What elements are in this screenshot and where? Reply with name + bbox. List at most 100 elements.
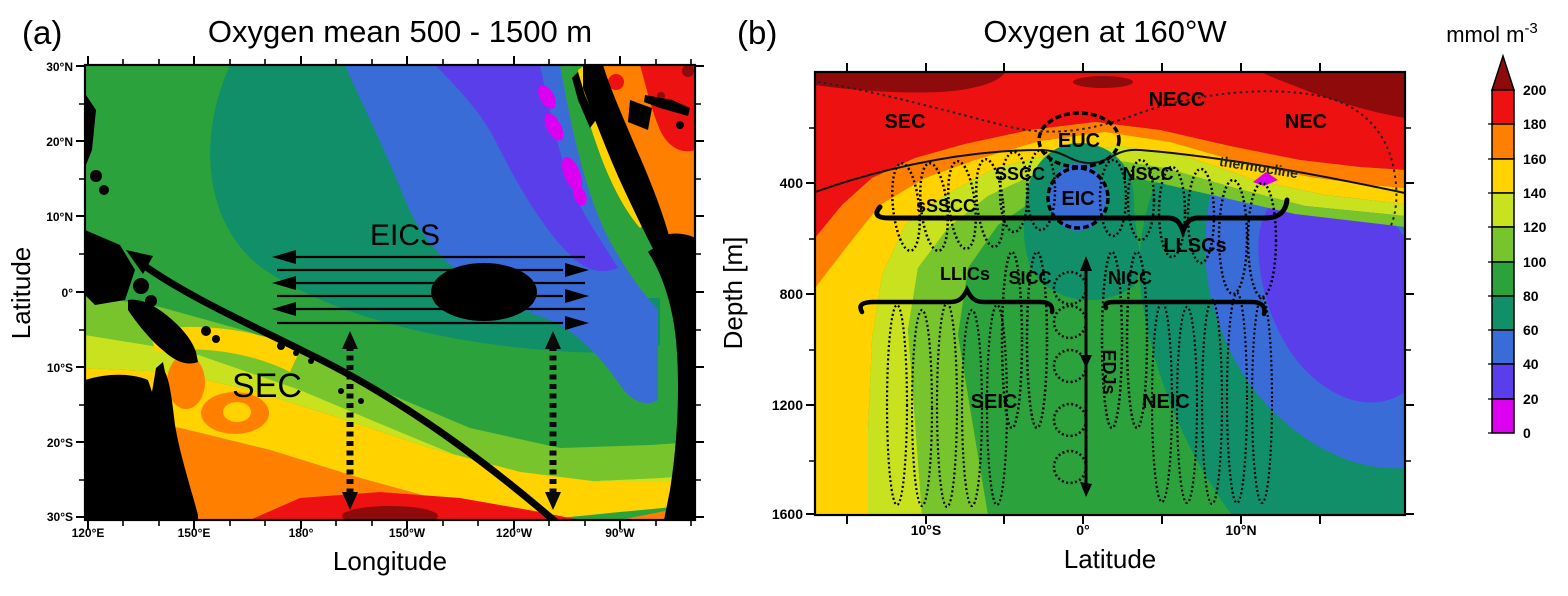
meridional-dashed-arrows <box>346 346 557 495</box>
label-euc: EUC <box>1058 130 1100 152</box>
x-tick-label: 120°W <box>496 526 533 540</box>
x-tick-label: 10°S <box>911 522 942 538</box>
label-llics: LLICs <box>940 264 990 284</box>
label-nec: NEC <box>1285 111 1327 133</box>
upwelling-label: upwelling <box>440 283 528 304</box>
section-band-20-40 <box>1258 190 1405 403</box>
nicc-line <box>1103 299 1267 317</box>
colorbar-tick-label: 80 <box>1523 288 1539 304</box>
contour-band-40-60 <box>345 65 658 404</box>
panel-a-x-tick-labels: 120°E 150°E 180° 150°W 120°W 90°W <box>72 526 636 540</box>
sec-arrowhead <box>126 250 153 274</box>
contour-band-160-180 <box>85 420 695 520</box>
colorbar-overflow-triangle <box>1490 53 1516 91</box>
panel-a-xlabel: Longitude <box>333 546 447 576</box>
panel-b-y-tick-labels: 400 800 1200 1600 <box>772 175 803 522</box>
edjs-jets <box>1052 256 1092 497</box>
upwelling-ellipse <box>431 263 537 321</box>
meridional-dashed-arrowheads <box>342 331 561 510</box>
contour-band-180-200 <box>250 492 580 520</box>
section-band-over-200 <box>815 72 1405 118</box>
colorbar-unit-base: mmol m <box>1446 22 1524 47</box>
panel-a-minor-ticks <box>79 59 701 526</box>
colorbar-tick-label: 180 <box>1523 116 1547 132</box>
panel-a-ylabel: Latitude <box>6 247 36 340</box>
label-nscc: NSCC <box>1122 164 1173 184</box>
panel-b-letter: (b) <box>737 14 777 51</box>
label-ssscc: sSSCC <box>916 196 976 216</box>
panel-b-xlabel: Latitude <box>1064 544 1157 574</box>
panel-b-major-ticks <box>806 63 1414 524</box>
label-neic: NEIC <box>1142 391 1190 413</box>
x-tick-label: 90°W <box>605 526 635 540</box>
y-tick-label: 0° <box>62 286 74 300</box>
colorbar: mmol m-3 200 180 160 140 120 100 80 60 4… <box>1446 20 1546 441</box>
label-llscs: LLSCs <box>1163 235 1226 257</box>
label-sec-b: SEC <box>884 111 925 133</box>
section-magenta-patch <box>1253 172 1278 186</box>
label-sscc: SSCC <box>995 164 1045 184</box>
y-tick-label: 20°S <box>47 436 73 450</box>
x-tick-label: 10°N <box>1225 522 1256 538</box>
contour-band-20-40 <box>435 65 618 272</box>
sec-current-arrow <box>138 260 559 520</box>
panel-a-y-tick-labels: 30°N 20°N 10°N 0° 10°S 20°S 30°S <box>46 60 73 524</box>
llics-brace <box>858 284 1055 315</box>
contour-band-120-140 <box>85 335 695 482</box>
eic-circle <box>1046 166 1110 230</box>
label-sicc: SICC <box>1008 268 1051 288</box>
colorbar-segments <box>1491 89 1515 434</box>
label-eic: EIC <box>1061 188 1094 210</box>
panel-a-title: Oxygen mean 500 - 1500 m <box>208 14 592 49</box>
panel-b-title: Oxygen at 160°W <box>983 14 1227 49</box>
colorbar-tick-label: 20 <box>1523 391 1539 407</box>
contour-band-over-200 <box>342 506 438 520</box>
y-tick-label: 30°N <box>46 60 73 74</box>
x-tick-label: 150°E <box>178 526 211 540</box>
colorbar-tick-label: 160 <box>1523 151 1547 167</box>
colorbar-ticks <box>1488 123 1492 434</box>
label-edjs: EDJs <box>1099 349 1119 394</box>
eics-label: EICS <box>370 219 440 252</box>
label-necc: NECC <box>1149 89 1206 111</box>
y-tick-label: 1600 <box>772 506 803 522</box>
y-tick-label: 10°N <box>46 210 73 224</box>
current-core-ellipses <box>891 148 1278 430</box>
y-tick-label: 20°N <box>46 135 73 149</box>
thermocline-line <box>815 148 1405 194</box>
y-tick-label: 800 <box>780 286 804 302</box>
y-tick-label: 30°S <box>47 510 73 524</box>
x-tick-label: 120°E <box>72 526 105 540</box>
panel-b-ylabel: Depth [m] <box>718 237 748 350</box>
euc-ellipse <box>1037 111 1121 169</box>
deep-current-ellipses <box>885 291 1274 509</box>
colorbar-tick-label: 60 <box>1523 322 1539 338</box>
y-tick-label: 1200 <box>772 397 803 413</box>
dashed-contour-line <box>817 81 1398 229</box>
label-nicc: NICC <box>1108 268 1152 288</box>
section-band-180-200 <box>815 72 1405 238</box>
panel-b-x-tick-labels: 10°S 0° 10°N <box>911 522 1257 538</box>
y-tick-label: 10°S <box>47 361 73 375</box>
eics-arrowheads <box>272 250 589 330</box>
y-tick-label: 400 <box>780 175 804 191</box>
colorbar-tick-label: 200 <box>1523 82 1547 98</box>
colorbar-tick-label: 120 <box>1523 219 1547 235</box>
panel-a-letter: (a) <box>22 14 62 51</box>
colorbar-tick-label: 100 <box>1523 254 1547 270</box>
colorbar-unit: mmol m-3 <box>1446 20 1538 47</box>
panel-b-section: thermocline <box>815 72 1405 515</box>
colorbar-tick-label: 40 <box>1523 356 1539 372</box>
eic-blue-core <box>1049 163 1107 231</box>
x-tick-label: 150°W <box>389 526 426 540</box>
panel-a-major-ticks <box>76 56 704 529</box>
omz-magenta-patches <box>538 85 587 206</box>
colorbar-tick-label: 0 <box>1523 425 1531 441</box>
sec-label: SEC <box>232 367 302 405</box>
colorbar-tick-labels: 200 180 160 140 120 100 80 60 40 20 0 <box>1523 82 1547 441</box>
llscs-brace <box>874 197 1290 239</box>
land-masses <box>85 65 695 520</box>
colorbar-tick-label: 140 <box>1523 185 1547 201</box>
